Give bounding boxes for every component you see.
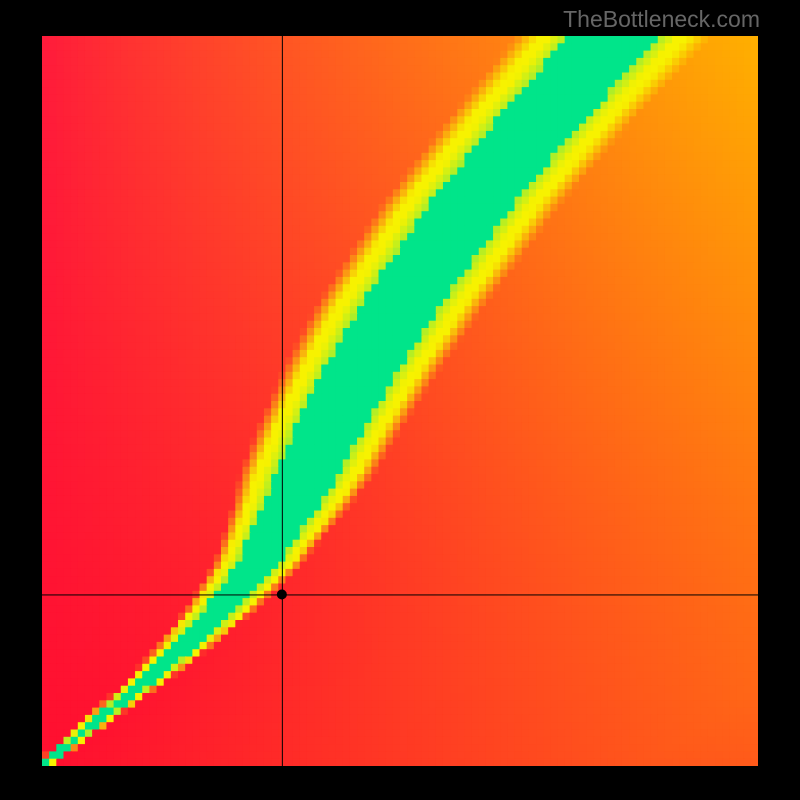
bottleneck-heatmap bbox=[42, 36, 758, 766]
chart-container: TheBottleneck.com bbox=[0, 0, 800, 800]
watermark-text: TheBottleneck.com bbox=[563, 6, 760, 33]
